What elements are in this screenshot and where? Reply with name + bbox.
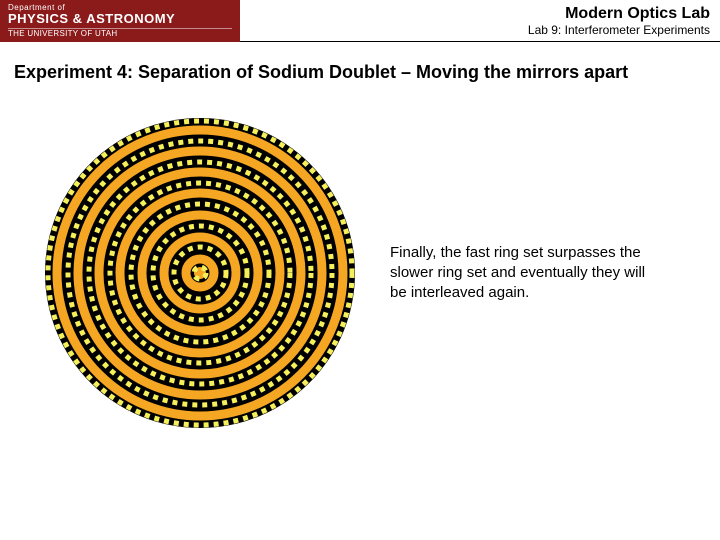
interference-diagram [40, 113, 360, 433]
dept-logo: Department of PHYSICS & ASTRONOMY THE UN… [0, 0, 240, 42]
header-bar: Department of PHYSICS & ASTRONOMY THE UN… [0, 0, 720, 42]
lab-subtitle: Lab 9: Interferometer Experiments [528, 23, 710, 37]
slide-description: Finally, the fast ring set surpasses the… [360, 243, 660, 304]
slide-title: Experiment 4: Separation of Sodium Doubl… [0, 42, 720, 83]
header-right: Modern Optics Lab Lab 9: Interferometer … [240, 0, 720, 41]
logo-main-line: PHYSICS & ASTRONOMY [8, 12, 232, 26]
lab-title: Modern Optics Lab [565, 5, 710, 23]
logo-uni-line: THE UNIVERSITY OF UTAH [8, 28, 232, 39]
slide-content: Finally, the fast ring set surpasses the… [0, 83, 720, 433]
